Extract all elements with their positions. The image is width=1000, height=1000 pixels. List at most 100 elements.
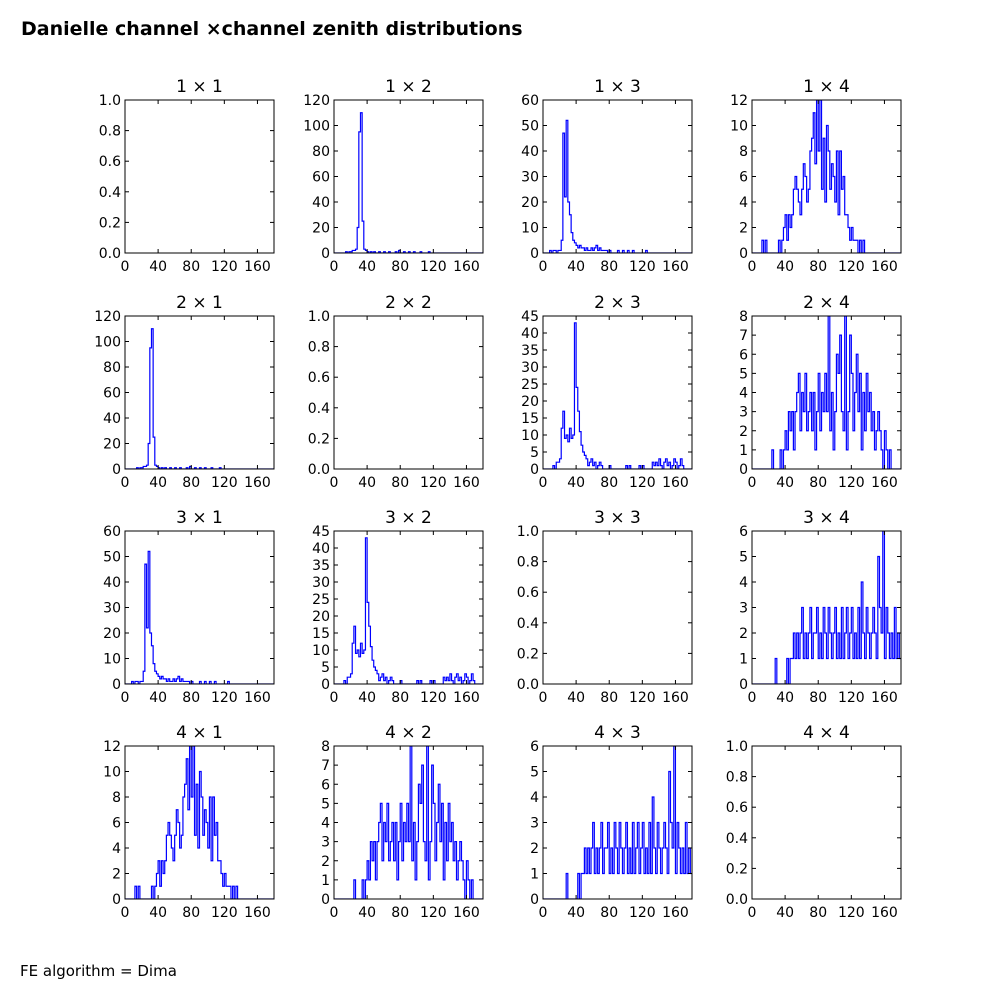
axes-frame [333,315,484,470]
y-tick-label: 12 [103,739,121,755]
y-tick-label: 7 [321,758,330,774]
x-tick-label: 0 [330,690,339,706]
y-tick-label: 80 [103,360,121,376]
y-tick-label: 10 [521,428,539,444]
subplot-title: 1 × 4 [803,77,850,97]
y-tick-label: 3 [739,405,748,421]
y-tick-label: 1 [530,867,539,883]
x-tick-label: 80 [600,475,618,491]
y-tick-label: 0 [530,892,539,908]
y-tick-label: 10 [103,765,121,781]
histogram-series [752,100,901,253]
y-tick-label: 10 [730,119,748,135]
x-tick-label: 160 [244,905,271,921]
y-tick-label: 0 [321,677,330,693]
histogram-series [543,322,692,469]
y-tick-label: 60 [103,386,121,402]
x-tick-label: 80 [391,259,409,275]
x-tick-label: 160 [662,690,689,706]
y-tick-label: 0.2 [726,861,748,877]
y-tick-label: 0.8 [726,770,748,786]
y-tick-label: 5 [321,660,330,676]
x-tick-label: 40 [776,905,794,921]
y-tick-label: 0 [112,892,121,908]
y-tick-label: 25 [312,592,330,608]
axes-frame [333,99,484,254]
subplot-4-3: 4 × 3 0 40 80 120 160 0 1 2 3 4 5 6 [530,723,693,921]
x-tick-label: 0 [748,259,757,275]
y-tick-label: 0 [739,677,748,693]
x-tick-label: 80 [182,475,200,491]
y-tick-label: 0.2 [308,431,330,447]
axes-frame [333,530,484,685]
x-tick-label: 40 [567,690,585,706]
y-tick-label: 15 [521,411,539,427]
y-tick-label: 2 [739,221,748,237]
x-tick-label: 120 [629,475,656,491]
y-tick-label: 0.0 [517,677,539,693]
y-tick-label: 0 [321,892,330,908]
y-tick-label: 0.2 [517,646,539,662]
y-tick-label: 40 [312,541,330,557]
y-tick-label: 2 [321,854,330,870]
y-tick-label: 6 [739,524,748,540]
x-tick-label: 120 [838,690,865,706]
x-tick-label: 160 [662,475,689,491]
y-tick-label: 1 [739,443,748,459]
subplot-title: 1 × 2 [385,77,432,97]
y-tick-label: 2 [112,867,121,883]
y-tick-label: 6 [112,816,121,832]
x-tick-label: 40 [567,475,585,491]
x-tick-label: 160 [871,475,898,491]
y-tick-label: 0.6 [99,154,121,170]
y-tick-label: 20 [103,626,121,642]
y-tick-label: 4 [739,386,748,402]
y-tick-label: 0.4 [726,831,748,847]
y-tick-label: 8 [739,309,748,325]
x-tick-label: 80 [809,259,827,275]
x-tick-label: 160 [453,259,480,275]
histogram-series [125,328,274,469]
y-tick-label: 1 [739,652,748,668]
subplot-title: 4 × 4 [803,723,850,743]
y-tick-label: 0.8 [99,124,121,140]
y-tick-label: 30 [521,360,539,376]
y-tick-label: 0.4 [308,401,330,417]
y-tick-label: 35 [312,558,330,574]
subplot-title: 2 × 3 [594,293,641,313]
y-tick-label: 8 [739,144,748,160]
x-tick-label: 80 [391,690,409,706]
x-tick-label: 160 [453,905,480,921]
x-tick-label: 120 [629,259,656,275]
histogram-series [334,112,483,253]
y-tick-label: 5 [739,550,748,566]
x-tick-label: 80 [182,259,200,275]
axes-frame [751,530,902,685]
axes-frame [542,530,693,685]
x-tick-label: 40 [776,690,794,706]
x-tick-label: 160 [662,259,689,275]
histogram-series [543,746,692,899]
x-tick-label: 0 [121,475,130,491]
x-tick-label: 40 [358,259,376,275]
axes-frame [751,745,902,900]
x-tick-label: 40 [149,475,167,491]
y-tick-label: 0 [112,462,121,478]
x-tick-label: 80 [600,259,618,275]
y-tick-label: 45 [312,524,330,540]
y-tick-label: 20 [103,437,121,453]
y-tick-label: 1.0 [308,309,330,325]
y-tick-label: 0.0 [99,246,121,262]
y-tick-label: 1.0 [726,739,748,755]
y-tick-label: 40 [521,326,539,342]
y-tick-label: 3 [321,835,330,851]
subplot-2-1: 2 × 1 0 40 80 120 160 0 20 40 60 80 100 120 [94,293,275,491]
axes-frame [542,315,693,470]
x-tick-label: 160 [871,905,898,921]
x-tick-label: 160 [453,690,480,706]
x-tick-label: 40 [776,259,794,275]
y-tick-label: 20 [312,221,330,237]
